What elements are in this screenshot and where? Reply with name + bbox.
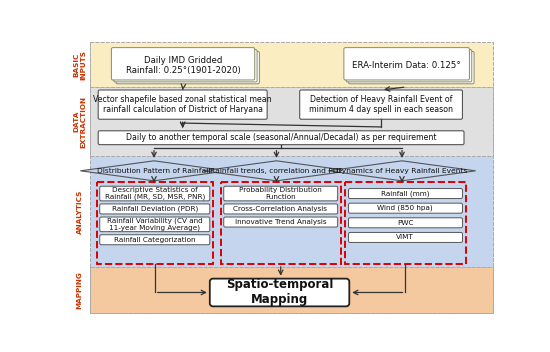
Polygon shape — [203, 161, 350, 181]
FancyBboxPatch shape — [114, 50, 257, 82]
FancyBboxPatch shape — [100, 217, 210, 232]
Bar — [90, 156, 493, 267]
FancyBboxPatch shape — [349, 203, 463, 213]
Bar — [221, 182, 341, 264]
FancyBboxPatch shape — [100, 186, 210, 201]
FancyBboxPatch shape — [224, 186, 338, 201]
FancyBboxPatch shape — [100, 204, 210, 214]
Text: Dynamics of Heavy Rainfall Events: Dynamics of Heavy Rainfall Events — [336, 168, 468, 174]
Bar — [90, 267, 493, 313]
FancyBboxPatch shape — [349, 189, 463, 199]
Text: Vector shapefile based zonal statistical mean
rainfall calculation of District o: Vector shapefile based zonal statistical… — [94, 95, 272, 114]
FancyBboxPatch shape — [100, 235, 210, 245]
Text: VIMT: VIMT — [396, 234, 414, 240]
Text: Rainfall trends, correlation and PDF: Rainfall trends, correlation and PDF — [210, 168, 343, 174]
Text: Rainfall Categorization: Rainfall Categorization — [114, 237, 196, 243]
Text: Descriptive Statistics of
Rainfall (MR, SD, MSR, PNR): Descriptive Statistics of Rainfall (MR, … — [104, 187, 205, 200]
FancyBboxPatch shape — [349, 232, 463, 243]
Text: Rainfall Deviation (PDR): Rainfall Deviation (PDR) — [112, 206, 198, 212]
Text: Rainfall (mm): Rainfall (mm) — [381, 190, 430, 197]
Text: Probability Distribution
Function: Probability Distribution Function — [239, 187, 322, 200]
Text: Distribution Pattern of Rainfall: Distribution Pattern of Rainfall — [97, 168, 211, 174]
Polygon shape — [80, 161, 228, 181]
Bar — [97, 182, 213, 264]
FancyBboxPatch shape — [98, 131, 464, 145]
FancyBboxPatch shape — [224, 204, 338, 214]
Text: DATA
EXTRACTION: DATA EXTRACTION — [73, 95, 86, 147]
FancyBboxPatch shape — [349, 218, 463, 228]
Text: Detection of Heavy Rainfall Event of
minimum 4 day spell in each season: Detection of Heavy Rainfall Event of min… — [309, 95, 453, 114]
Text: MAPPING: MAPPING — [76, 271, 82, 309]
Text: Rainfall Variability (CV and
11-year Moving Average): Rainfall Variability (CV and 11-year Mov… — [107, 217, 202, 231]
Text: Daily IMD Gridded
Rainfall: 0.25°(1901-2020): Daily IMD Gridded Rainfall: 0.25°(1901-2… — [126, 56, 240, 75]
Text: Cross-Correlation Analysis: Cross-Correlation Analysis — [233, 206, 327, 212]
FancyBboxPatch shape — [224, 217, 338, 227]
FancyBboxPatch shape — [116, 51, 260, 84]
FancyBboxPatch shape — [344, 48, 470, 80]
FancyBboxPatch shape — [111, 48, 255, 80]
Polygon shape — [328, 161, 476, 181]
Text: Wind (850 hpa): Wind (850 hpa) — [377, 205, 433, 212]
Text: ANALYTICS: ANALYTICS — [76, 189, 82, 234]
Text: ERA-Interim Data: 0.125°: ERA-Interim Data: 0.125° — [353, 61, 461, 70]
FancyBboxPatch shape — [349, 51, 474, 84]
FancyBboxPatch shape — [98, 90, 267, 119]
FancyBboxPatch shape — [210, 279, 349, 306]
Bar — [90, 42, 493, 87]
Text: BASIC
INPUTS: BASIC INPUTS — [73, 50, 86, 80]
Bar — [90, 87, 493, 156]
Bar — [345, 182, 465, 264]
Text: Spatio-temporal
Mapping: Spatio-temporal Mapping — [226, 278, 333, 307]
FancyBboxPatch shape — [300, 90, 463, 119]
Text: Innovative Trend Analysis: Innovative Trend Analysis — [234, 219, 326, 225]
Text: PWC: PWC — [397, 220, 414, 226]
FancyBboxPatch shape — [346, 50, 472, 82]
Text: Daily to another temporal scale (seasonal/Annual/Decadal) as per requirement: Daily to another temporal scale (seasona… — [126, 133, 436, 142]
